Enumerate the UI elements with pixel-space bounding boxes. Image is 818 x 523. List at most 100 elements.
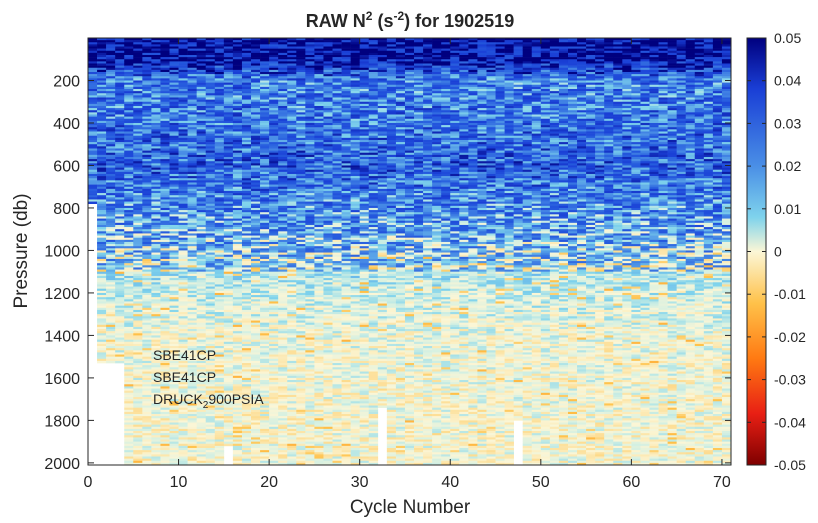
heatmap-cell <box>251 50 261 54</box>
heatmap-cell <box>115 358 125 362</box>
heatmap-cell <box>133 142 143 145</box>
heatmap-cell <box>296 122 306 126</box>
heatmap-cell <box>223 286 234 289</box>
heatmap-cell <box>260 74 270 77</box>
heatmap-cell <box>296 231 306 234</box>
heatmap-cell <box>151 401 161 404</box>
heatmap-cell <box>151 354 161 357</box>
heatmap-cell <box>115 63 125 66</box>
heatmap-cell <box>314 139 324 143</box>
heatmap-cell <box>278 386 288 389</box>
heatmap-cell <box>88 48 98 52</box>
heatmap-cell <box>187 271 197 275</box>
heatmap-cell <box>232 231 243 234</box>
heatmap-cell <box>115 220 125 224</box>
heatmap-cell <box>97 103 107 107</box>
heatmap-cell <box>260 71 270 75</box>
heatmap-cell <box>178 418 188 421</box>
heatmap-cell <box>214 137 225 141</box>
heatmap-cell <box>106 358 116 362</box>
heatmap-cell <box>133 258 143 262</box>
heatmap-cell <box>133 269 143 272</box>
heatmap-cell <box>196 101 207 105</box>
heatmap-cell <box>187 212 197 215</box>
heatmap-cell <box>232 269 243 272</box>
heatmap-cell <box>151 241 161 245</box>
heatmap-cell <box>187 369 197 372</box>
heatmap-cell <box>160 167 170 171</box>
heatmap-cell <box>160 227 170 230</box>
heatmap-cell <box>151 278 161 281</box>
heatmap-cell <box>296 176 306 179</box>
heatmap-cell <box>269 269 279 272</box>
heatmap-cell <box>260 182 270 185</box>
heatmap-cell <box>251 445 261 449</box>
heatmap-cell <box>151 392 161 396</box>
heatmap-cell <box>205 63 216 66</box>
heatmap-cell <box>314 431 324 434</box>
heatmap-cell <box>269 299 279 302</box>
heatmap-cell <box>133 254 143 258</box>
heatmap-cell <box>296 135 306 139</box>
heatmap-cell <box>251 286 261 289</box>
heatmap-cell <box>223 363 234 366</box>
heatmap-cell <box>251 105 261 109</box>
heatmap-cell <box>133 273 143 277</box>
heatmap-cell <box>314 418 324 421</box>
heatmap-cell <box>260 316 270 319</box>
heatmap-cell <box>223 314 234 317</box>
heatmap-cell <box>133 445 143 449</box>
heatmap-cell <box>287 161 297 164</box>
heatmap-cell <box>269 422 279 425</box>
heatmap-cell <box>232 309 243 313</box>
heatmap-cell <box>241 103 252 107</box>
heatmap-cell <box>133 437 143 440</box>
heatmap-cell <box>241 454 252 457</box>
heatmap-cell <box>124 450 134 453</box>
heatmap-cell <box>314 210 324 213</box>
heatmap-cell <box>232 82 243 86</box>
heatmap-cell <box>251 331 261 334</box>
heatmap-cell <box>178 414 188 417</box>
heatmap-cell <box>241 199 252 202</box>
heatmap-cell <box>124 414 134 417</box>
heatmap-cell <box>314 101 324 105</box>
heatmap-cell <box>287 135 297 139</box>
heatmap-cell <box>269 152 279 156</box>
heatmap-cell <box>314 86 324 90</box>
heatmap-cell <box>151 452 161 455</box>
heatmap-cell <box>287 231 297 234</box>
heatmap-cell <box>314 169 324 173</box>
heatmap-cell <box>187 180 197 183</box>
heatmap-cell <box>251 167 261 171</box>
heatmap-cell <box>88 65 98 69</box>
heatmap-cell <box>251 454 261 457</box>
heatmap-cell <box>278 265 288 268</box>
heatmap-cell <box>287 367 297 370</box>
heatmap-cell <box>278 248 288 251</box>
heatmap-cell <box>269 388 279 391</box>
heatmap-cell <box>296 127 306 130</box>
heatmap-cell <box>314 216 324 219</box>
heatmap-cell <box>278 290 288 294</box>
heatmap-cell <box>133 118 143 122</box>
heatmap-cell <box>260 335 270 338</box>
heatmap-cell <box>260 231 270 234</box>
heatmap-cell <box>314 394 324 398</box>
heatmap-cell <box>178 250 188 253</box>
heatmap-cell <box>260 97 270 100</box>
heatmap-cell <box>187 199 197 202</box>
heatmap-cell <box>160 142 170 145</box>
heatmap-cell <box>124 346 134 349</box>
heatmap-cell <box>169 59 179 62</box>
heatmap-cell <box>142 343 152 347</box>
heatmap-cell <box>241 239 252 243</box>
heatmap-cell <box>187 108 197 111</box>
heatmap-cell <box>251 377 261 381</box>
heatmap-cell <box>287 93 297 96</box>
heatmap-cell <box>269 173 279 177</box>
heatmap-cell <box>124 152 134 156</box>
heatmap-cell <box>142 46 152 49</box>
heatmap-cell <box>151 307 161 311</box>
heatmap-cell <box>278 142 288 145</box>
